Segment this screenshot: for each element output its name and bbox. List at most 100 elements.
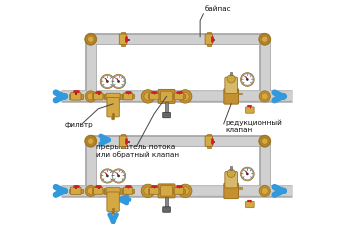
FancyBboxPatch shape <box>174 93 184 100</box>
Bar <box>102 189 104 193</box>
Circle shape <box>179 184 192 198</box>
Circle shape <box>87 188 94 194</box>
Text: редукционный
клапан: редукционный клапан <box>225 119 282 133</box>
Circle shape <box>141 90 155 103</box>
Bar <box>166 102 168 113</box>
Bar <box>92 189 94 193</box>
FancyBboxPatch shape <box>94 93 103 100</box>
Bar <box>132 94 134 98</box>
Circle shape <box>262 36 268 42</box>
Bar <box>80 94 83 99</box>
Bar <box>173 94 175 98</box>
Bar <box>102 94 104 98</box>
FancyBboxPatch shape <box>119 34 127 44</box>
Bar <box>148 94 150 98</box>
Bar <box>121 134 125 137</box>
Circle shape <box>112 170 125 182</box>
FancyBboxPatch shape <box>224 183 239 198</box>
FancyBboxPatch shape <box>107 98 119 117</box>
Bar <box>122 94 124 98</box>
Circle shape <box>240 167 254 181</box>
Circle shape <box>181 92 189 100</box>
Bar <box>154 186 155 188</box>
FancyBboxPatch shape <box>163 207 170 212</box>
Circle shape <box>85 135 97 147</box>
Circle shape <box>144 92 152 100</box>
Circle shape <box>259 33 271 45</box>
Bar <box>207 44 211 46</box>
Bar <box>207 134 211 137</box>
FancyBboxPatch shape <box>174 188 184 194</box>
Circle shape <box>112 169 126 183</box>
Circle shape <box>101 170 114 182</box>
FancyBboxPatch shape <box>149 93 159 100</box>
Bar <box>154 92 155 94</box>
FancyBboxPatch shape <box>119 136 127 146</box>
Text: байпас: байпас <box>205 6 231 12</box>
Circle shape <box>112 211 115 214</box>
Bar <box>158 94 160 98</box>
Bar <box>104 188 122 194</box>
Circle shape <box>179 90 192 103</box>
Bar <box>132 189 134 193</box>
FancyBboxPatch shape <box>158 184 175 198</box>
Circle shape <box>118 81 119 82</box>
Bar <box>69 189 71 193</box>
FancyBboxPatch shape <box>246 202 254 208</box>
Bar <box>238 187 242 189</box>
Circle shape <box>227 75 235 83</box>
Bar <box>173 189 175 193</box>
Bar <box>121 44 125 46</box>
Bar <box>92 94 94 98</box>
Bar <box>112 114 114 116</box>
Circle shape <box>227 169 235 177</box>
Bar <box>126 39 128 40</box>
Circle shape <box>181 187 189 195</box>
Circle shape <box>100 169 114 183</box>
Circle shape <box>85 34 96 44</box>
FancyBboxPatch shape <box>149 188 159 194</box>
Circle shape <box>262 138 268 144</box>
Circle shape <box>144 187 152 195</box>
Circle shape <box>261 138 269 145</box>
FancyBboxPatch shape <box>123 93 133 100</box>
Text: фильтр: фильтр <box>64 122 93 128</box>
Bar <box>230 166 232 170</box>
Bar <box>69 94 71 99</box>
Circle shape <box>112 75 125 88</box>
Circle shape <box>259 135 271 147</box>
Circle shape <box>259 34 270 44</box>
Circle shape <box>118 175 119 176</box>
Circle shape <box>100 74 114 89</box>
Circle shape <box>241 168 253 180</box>
Bar <box>158 189 160 193</box>
FancyBboxPatch shape <box>225 172 238 188</box>
Bar <box>121 146 125 148</box>
Bar <box>80 189 83 193</box>
Bar <box>122 189 124 193</box>
FancyBboxPatch shape <box>158 90 175 103</box>
FancyBboxPatch shape <box>246 107 254 113</box>
Circle shape <box>259 185 270 196</box>
Bar <box>207 32 211 35</box>
FancyBboxPatch shape <box>161 91 173 102</box>
Bar <box>238 93 242 94</box>
Circle shape <box>112 74 126 89</box>
Circle shape <box>259 91 270 102</box>
FancyBboxPatch shape <box>71 187 81 194</box>
Bar <box>211 39 214 40</box>
FancyBboxPatch shape <box>106 188 120 194</box>
FancyBboxPatch shape <box>71 93 81 100</box>
FancyBboxPatch shape <box>107 192 119 211</box>
Bar <box>211 141 214 142</box>
Bar <box>230 72 232 75</box>
Bar <box>104 94 122 99</box>
FancyBboxPatch shape <box>94 188 103 194</box>
Bar <box>207 146 211 148</box>
Circle shape <box>261 188 268 194</box>
Circle shape <box>85 33 97 45</box>
Circle shape <box>85 91 96 102</box>
Circle shape <box>88 36 94 42</box>
Circle shape <box>85 185 96 196</box>
Bar <box>121 32 125 35</box>
